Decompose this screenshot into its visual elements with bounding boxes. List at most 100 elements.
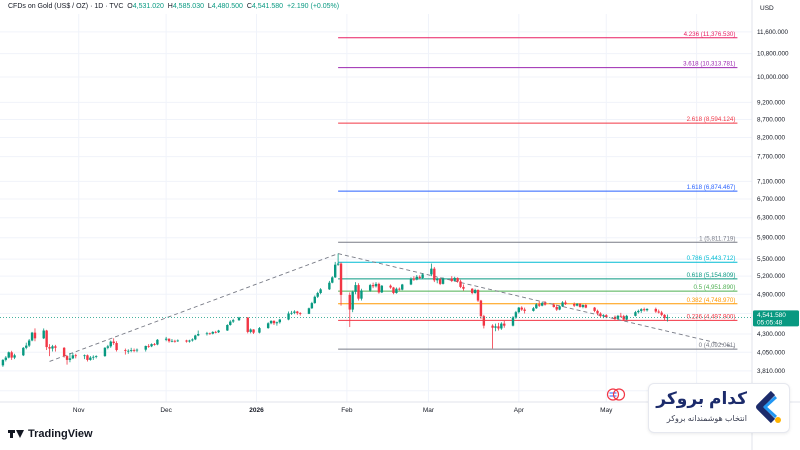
candle-bearish — [389, 284, 392, 289]
candle-bullish — [156, 339, 159, 346]
candle-bullish — [109, 340, 112, 348]
candle-body — [497, 326, 500, 329]
candle-body — [74, 355, 77, 357]
candle-body — [237, 317, 241, 321]
candle-bullish — [27, 339, 31, 348]
price-axis[interactable]: USD 11,600.000 10,800.000 10,000.000 9,200.0… — [757, 5, 789, 395]
candle-body — [634, 312, 637, 316]
candle-body — [663, 314, 666, 319]
candle-bearish — [418, 275, 421, 280]
candle-bullish — [71, 353, 75, 360]
candle-body — [552, 304, 555, 307]
time-tick-label: Apr — [514, 407, 525, 414]
open-value: 4,531.020 — [132, 3, 164, 10]
candle-body — [564, 302, 567, 305]
low-value: 4,480.500 — [211, 3, 243, 10]
trend-line — [338, 253, 735, 348]
candle-bearish — [62, 347, 66, 358]
candle-bearish — [412, 276, 416, 281]
price-tick-label: 11,600.000 — [757, 29, 789, 36]
candle-body — [561, 302, 564, 307]
candle-body — [584, 305, 588, 308]
candle-body — [517, 307, 521, 313]
tradingview-logo-icon — [8, 429, 24, 439]
candle-bearish — [573, 302, 576, 307]
time-tick-label: Feb — [341, 407, 353, 414]
symbol-name[interactable]: CFDs on Gold (US$ / OZ) · 1D · TVC — [8, 3, 124, 10]
candle-body — [453, 277, 456, 281]
candle-bullish — [144, 345, 147, 352]
candle-body — [371, 285, 375, 287]
candle-body — [540, 303, 544, 306]
candle-bullish — [13, 353, 16, 360]
fib-level-label: 4.236 (11,376.530) — [684, 31, 736, 38]
candle-body — [71, 355, 75, 359]
candle-bullish — [517, 306, 521, 314]
candle-bullish — [430, 263, 433, 277]
candle-body — [374, 283, 378, 287]
candle-bearish — [167, 338, 171, 343]
candle-bearish — [272, 320, 276, 325]
candle-bearish — [543, 301, 547, 306]
candle-body — [532, 308, 535, 311]
candle-bearish — [371, 282, 375, 289]
candle-body — [30, 332, 34, 341]
candle-bearish — [132, 348, 136, 353]
candle-bullish — [231, 318, 235, 323]
candle-body — [252, 329, 255, 333]
candles — [0, 253, 752, 367]
last-price-badge-bg — [753, 310, 799, 327]
price-axis-currency: USD — [760, 5, 774, 12]
candle-bullish — [625, 314, 628, 321]
candle-body — [616, 315, 620, 319]
candle-bullish — [640, 308, 643, 313]
price-tick-label: 9,200.000 — [757, 99, 786, 106]
candle-bearish — [520, 306, 523, 311]
candle-body — [13, 355, 16, 358]
trend-lines[interactable] — [49, 253, 735, 362]
fibonacci-extension[interactable]: 0 (4,092.061) 0.236 (4,497.900) 0.382 (4,7… — [338, 31, 738, 350]
candle-body — [266, 323, 270, 329]
candle-bearish — [491, 324, 494, 349]
fib-level-label: 1.618 (6,874.467) — [687, 184, 736, 191]
low-label: L — [207, 3, 212, 10]
candle-bearish — [479, 299, 483, 319]
price-tick-label: 6,700.000 — [757, 196, 786, 203]
candle-body — [619, 315, 623, 317]
fib-level-label: 3.618 (10,313.781) — [683, 61, 735, 68]
fib-level-label: 0.236 (4,497.900) — [687, 313, 736, 320]
time-tick-label: May — [600, 407, 613, 414]
candle-body — [208, 333, 212, 335]
time-tick-label: Nov — [73, 407, 85, 414]
candle-body — [287, 313, 290, 320]
candle-bearish — [214, 330, 217, 334]
candle-body — [543, 303, 547, 305]
candle-body — [660, 312, 663, 315]
candle-bearish — [654, 307, 658, 313]
candle-bullish — [287, 311, 290, 321]
candle-bullish — [237, 316, 241, 321]
candle-body — [144, 345, 147, 350]
candle-body — [494, 326, 497, 328]
candle-body — [415, 276, 419, 280]
price-tick-label: 8,200.000 — [757, 134, 786, 141]
time-tick-label: Mar — [423, 407, 435, 414]
tradingview-logo[interactable]: TradingView — [8, 428, 93, 440]
candle-body — [194, 335, 197, 340]
candle-body — [25, 345, 28, 348]
candle-bearish — [538, 301, 541, 307]
candle-body — [135, 349, 139, 351]
candle-bearish — [74, 353, 77, 359]
candle-bullish — [374, 282, 378, 288]
candle-bullish — [127, 349, 130, 354]
candle-body — [654, 308, 658, 312]
candle-body — [401, 284, 404, 290]
candle-body — [593, 307, 596, 311]
candle-body — [226, 324, 229, 331]
candle-bullish — [395, 287, 398, 294]
candle-bearish — [246, 317, 249, 334]
candle-body — [625, 315, 628, 320]
